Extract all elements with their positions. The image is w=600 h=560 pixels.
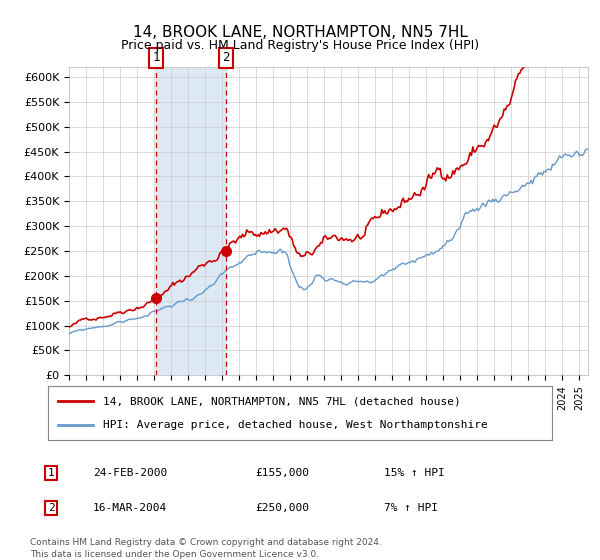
Text: This data is licensed under the Open Government Licence v3.0.: This data is licensed under the Open Gov… bbox=[30, 550, 319, 559]
Text: 1: 1 bbox=[47, 468, 55, 478]
Text: 24-FEB-2000: 24-FEB-2000 bbox=[93, 468, 167, 478]
Text: Contains HM Land Registry data © Crown copyright and database right 2024.: Contains HM Land Registry data © Crown c… bbox=[30, 538, 382, 547]
Text: HPI: Average price, detached house, West Northamptonshire: HPI: Average price, detached house, West… bbox=[103, 419, 488, 430]
Text: Price paid vs. HM Land Registry's House Price Index (HPI): Price paid vs. HM Land Registry's House … bbox=[121, 39, 479, 52]
Bar bbox=[156, 67, 226, 375]
Text: 14, BROOK LANE, NORTHAMPTON, NN5 7HL: 14, BROOK LANE, NORTHAMPTON, NN5 7HL bbox=[133, 25, 467, 40]
Text: 2: 2 bbox=[222, 52, 229, 64]
Text: 1: 1 bbox=[152, 52, 160, 64]
Text: 16-MAR-2004: 16-MAR-2004 bbox=[93, 503, 167, 513]
Text: £155,000: £155,000 bbox=[255, 468, 309, 478]
Text: 14, BROOK LANE, NORTHAMPTON, NN5 7HL (detached house): 14, BROOK LANE, NORTHAMPTON, NN5 7HL (de… bbox=[103, 396, 461, 407]
Text: 15% ↑ HPI: 15% ↑ HPI bbox=[384, 468, 445, 478]
Text: 2: 2 bbox=[47, 503, 55, 513]
Text: 7% ↑ HPI: 7% ↑ HPI bbox=[384, 503, 438, 513]
Text: £250,000: £250,000 bbox=[255, 503, 309, 513]
